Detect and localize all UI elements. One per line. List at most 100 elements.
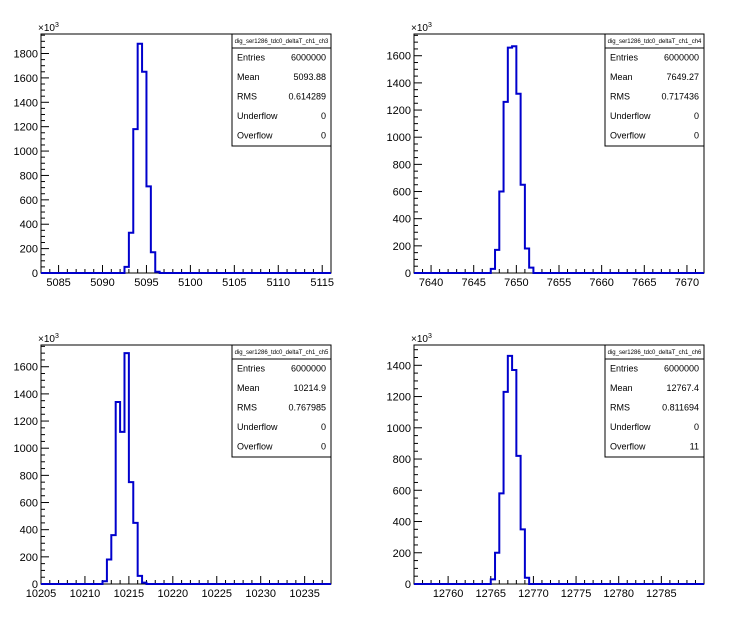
x-tick-label: 5085: [46, 277, 70, 289]
y-tick-label: 200: [393, 241, 411, 253]
stats-title: dig_ser1286_tdc0_deltaT_ch1_ch3: [235, 39, 329, 45]
histogram-bin: [504, 392, 508, 584]
stats-label: Overflow: [237, 441, 273, 451]
x-tick-label: 5100: [178, 277, 202, 289]
y-tick-label: 1600: [14, 362, 38, 374]
stats-label: Mean: [610, 72, 633, 82]
y-tick-label: 200: [20, 552, 38, 564]
y-tick-label: 1600: [14, 73, 38, 85]
y-tick-label: 1200: [14, 416, 38, 428]
stats-label: RMS: [610, 92, 630, 102]
stats-label: Overflow: [237, 130, 273, 140]
histogram-bin: [138, 44, 142, 273]
y-tick-label: 0: [405, 579, 411, 591]
histogram-bin: [124, 353, 128, 584]
histogram-panel-1: 0 200 400 600 800 1000 1200 1400 1600 1800 5085 509…: [14, 22, 335, 289]
x-tick-label: 7650: [504, 277, 528, 289]
x-tick-label: 10215: [114, 588, 145, 600]
y-tick-label: 1400: [387, 78, 411, 90]
stats-label: Underflow: [610, 422, 651, 432]
histogram-bin: [521, 185, 525, 273]
y-tick-label: 600: [20, 498, 38, 510]
histogram-bin: [491, 269, 495, 273]
x-tick-label: 12780: [603, 588, 634, 600]
histogram-line: [41, 352, 331, 585]
y-tick-label: 600: [20, 195, 38, 207]
histogram-bin: [138, 576, 142, 584]
y-tick-label: 0: [32, 579, 38, 591]
histogram-bin: [508, 48, 512, 273]
x-tick-label: 12765: [475, 588, 506, 600]
y-exponent-label: ×103: [38, 333, 59, 345]
stats-value: 10214.9: [293, 383, 326, 393]
y-tick-label: 1400: [14, 97, 38, 109]
y-tick-label: 0: [32, 268, 38, 280]
y-tick-label: 600: [393, 485, 411, 497]
stats-label: Entries: [610, 53, 639, 63]
x-tick-label: 12785: [646, 588, 677, 600]
histogram-bin: [495, 553, 499, 584]
y-exponent-label: ×103: [411, 22, 432, 34]
stats-value: 12767.4: [666, 383, 699, 393]
histogram-bin: [516, 94, 520, 273]
histogram-bin: [103, 581, 107, 584]
stats-label: Entries: [237, 364, 266, 374]
y-tick-label: 1000: [387, 132, 411, 144]
x-tick-label: 10220: [158, 588, 189, 600]
y-tick-label: 400: [393, 214, 411, 226]
x-tick-label: 7660: [589, 277, 613, 289]
stats-title: dig_ser1286_tdc0_deltaT_ch1_ch6: [608, 350, 702, 356]
y-tick-label: 1600: [387, 51, 411, 63]
histogram-bin: [529, 268, 533, 273]
histogram-bin: [495, 250, 499, 273]
histogram-bin: [107, 560, 111, 584]
x-tick-label: 7655: [547, 277, 571, 289]
histogram-panel-3: 0 200 400 600 800 1000 1200 1400 1600 10205 10210 1…: [14, 333, 332, 600]
y-tick-label: 1000: [14, 443, 38, 455]
stats-value: 11: [690, 441, 699, 451]
x-tick-label: 10210: [70, 588, 101, 600]
histogram-bin: [525, 578, 529, 584]
x-tick-label: 12770: [518, 588, 549, 600]
histogram-bin: [491, 579, 495, 584]
histogram-bin: [146, 186, 150, 273]
stats-value: 0.614289: [288, 92, 326, 102]
x-tick-label: 10225: [201, 588, 232, 600]
stats-value: 6000000: [664, 364, 699, 374]
y-tick-label: 800: [20, 170, 38, 182]
stats-value: 6000000: [664, 53, 699, 63]
stats-value: 0.767985: [288, 403, 326, 413]
stats-value: 0.717436: [661, 92, 699, 102]
y-tick-label: 200: [393, 548, 411, 560]
histogram-bin: [120, 432, 124, 584]
stats-label: Overflow: [610, 130, 646, 140]
histogram-bin: [508, 356, 512, 584]
histogram-bin: [499, 192, 503, 273]
stats-value: 0: [321, 441, 326, 451]
x-tick-label: 12760: [433, 588, 464, 600]
x-tick-label: 7645: [461, 277, 485, 289]
histogram-bin: [142, 583, 146, 584]
histogram-bin: [133, 523, 137, 584]
y-tick-label: 1200: [387, 392, 411, 404]
histogram-bin: [155, 272, 159, 273]
y-tick-label: 400: [20, 525, 38, 537]
x-tick-label: 7670: [675, 277, 699, 289]
y-tick-label: 1400: [14, 389, 38, 401]
stats-box: [604, 344, 705, 458]
stats-label: RMS: [237, 92, 257, 102]
y-tick-label: 800: [20, 470, 38, 482]
y-tick-label: 1400: [387, 360, 411, 372]
y-tick-label: 0: [405, 268, 411, 280]
histogram-bin: [512, 46, 516, 273]
histogram-bin: [116, 402, 120, 584]
x-tick-label: 5110: [266, 277, 290, 289]
stats-value: 5093.88: [293, 72, 326, 82]
stats-label: Entries: [610, 364, 639, 374]
histogram-bin: [142, 72, 146, 273]
stats-label: Entries: [237, 53, 266, 63]
x-tick-label: 5105: [222, 277, 246, 289]
x-tick-label: 12775: [561, 588, 592, 600]
histogram-bin: [499, 493, 503, 584]
y-tick-label: 1000: [387, 423, 411, 435]
